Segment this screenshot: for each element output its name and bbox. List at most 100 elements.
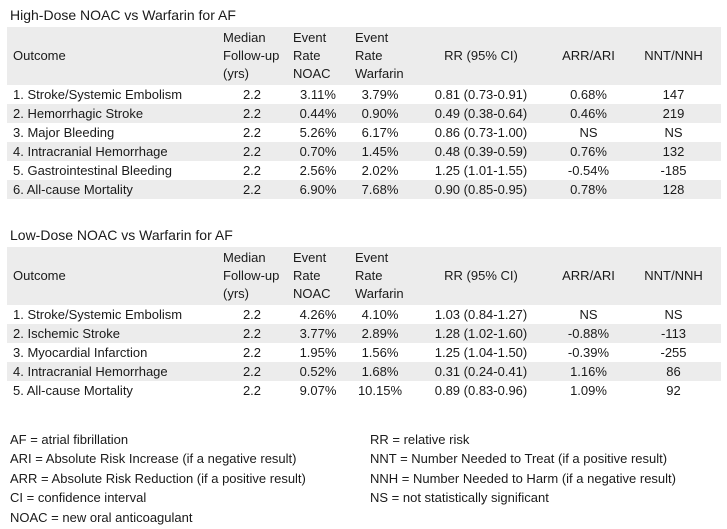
cell-nnt-nnh: 219: [626, 104, 721, 123]
cell-event-rate-noac: 9.07%: [299, 383, 337, 398]
cell-outcome: 3. Myocardial Infarction: [13, 345, 148, 360]
cell-rr-ci: 1.28 (1.02-1.60): [411, 324, 551, 343]
table-row: 6. All-cause Mortality 2.2 6.90% 7.68% 0…: [7, 180, 721, 199]
cell-nnt-nnh: -113: [626, 324, 721, 343]
cell-event-rate-noac: 0.44%: [287, 104, 349, 123]
column-header-arr-ari: ARR/ARI: [551, 27, 626, 85]
legend-item-ns: NS = not statistically significant: [370, 490, 549, 506]
low-dose-section: Low-Dose NOAC vs Warfarin for AF Outcome…: [7, 228, 721, 400]
table-row: 4. Intracranial Hemorrhage 2.2 0.70% 1.4…: [7, 142, 721, 161]
column-header-event-rate-warfarin: Event Rate Warfarin: [349, 247, 411, 305]
cell-median-followup: 2.2: [242, 345, 262, 360]
column-header-outcome: Outcome: [7, 27, 217, 85]
cell-nnt-nnh: 128: [626, 180, 721, 199]
cell-arr-ari: 1.16%: [551, 362, 626, 381]
legend-item-af: AF = atrial fibrillation: [10, 432, 129, 447]
cell-rr-ci: 1.03 (0.84-1.27): [434, 307, 528, 322]
cell-event-rate-noac: 1.95%: [299, 345, 337, 360]
cell-event-rate-warfarin: 3.79%: [361, 87, 399, 102]
cell-outcome: 5. Gastrointestinal Bleeding: [13, 163, 172, 178]
cell-arr-ari: 0.76%: [551, 142, 626, 161]
cell-event-rate-warfarin: 2.02%: [361, 163, 399, 178]
column-header-event-rate-warfarin: Event Rate Warfarin: [349, 27, 411, 85]
cell-median-followup: 2.2: [242, 383, 262, 398]
table-row: 4. Intracranial Hemorrhage 2.2 0.52% 1.6…: [7, 362, 721, 381]
cell-arr-ari: 0.46%: [551, 104, 626, 123]
column-header-outcome: Outcome: [7, 247, 217, 305]
cell-rr-ci: 0.89 (0.83-0.96): [434, 383, 528, 398]
column-header-rr-ci: RR (95% CI): [411, 27, 551, 85]
cell-outcome: 2. Hemorrhagic Stroke: [7, 104, 217, 123]
cell-rr-ci: 0.49 (0.38-0.64): [411, 104, 551, 123]
column-header-arr-ari: ARR/ARI: [551, 247, 626, 305]
column-header-event-rate-noac: Event Rate NOAC: [287, 27, 349, 85]
cell-median-followup: 2.2: [242, 125, 262, 140]
cell-nnt-nnh: -185: [660, 163, 687, 178]
table-row: 3. Myocardial Infarction 2.2 1.95% 1.56%…: [7, 343, 721, 362]
cell-rr-ci: 0.90 (0.85-0.95): [411, 180, 551, 199]
cell-nnt-nnh: NS: [664, 307, 683, 322]
cell-arr-ari: NS: [579, 307, 598, 322]
cell-event-rate-warfarin: 10.15%: [357, 383, 403, 398]
cell-nnt-nnh: 92: [666, 383, 681, 398]
column-header-rr-ci: RR (95% CI): [411, 247, 551, 305]
cell-outcome: 2. Ischemic Stroke: [7, 324, 217, 343]
cell-arr-ari: 1.09%: [570, 383, 607, 398]
cell-event-rate-noac: 0.52%: [287, 362, 349, 381]
abbreviation-legend: AF = atrial fibrillation ARI = Absolute …: [7, 430, 721, 527]
legend-item-ari: ARI = Absolute Risk Increase (if a negat…: [10, 451, 297, 467]
cell-event-rate-noac: 6.90%: [287, 180, 349, 199]
legend-left-column: AF = atrial fibrillation ARI = Absolute …: [10, 430, 370, 527]
cell-event-rate-warfarin: 6.17%: [361, 125, 399, 140]
table-row: 3. Major Bleeding 2.2 5.26% 6.17% 0.86 (…: [7, 123, 721, 142]
column-header-event-rate-noac: Event Rate NOAC: [287, 247, 349, 305]
cell-arr-ari: -0.54%: [567, 163, 610, 178]
legend-item-nnh: NNH = Number Needed to Harm (if a negati…: [370, 470, 676, 486]
cell-arr-ari: -0.39%: [567, 345, 610, 360]
legend-item-noac: NOAC = new oral anticoagulant: [10, 509, 193, 525]
cell-event-rate-warfarin: 7.68%: [349, 180, 411, 199]
cell-median-followup: 2.2: [217, 142, 287, 161]
column-header-median-followup: Median Follow-up (yrs): [217, 247, 287, 305]
cell-nnt-nnh: 132: [626, 142, 721, 161]
cell-rr-ci: 1.25 (1.01-1.55): [434, 163, 528, 178]
cell-nnt-nnh: -255: [660, 345, 687, 360]
cell-median-followup: 2.2: [242, 307, 262, 322]
cell-rr-ci: 0.86 (0.73-1.00): [434, 125, 528, 140]
cell-nnt-nnh: 147: [662, 87, 685, 102]
legend-item-ci: CI = confidence interval: [10, 490, 147, 506]
table-header-row: Outcome Median Follow-up (yrs) Event Rat…: [7, 247, 721, 305]
cell-nnt-nnh: 86: [626, 362, 721, 381]
cell-event-rate-warfarin: 1.68%: [349, 362, 411, 381]
cell-event-rate-warfarin: 1.56%: [361, 345, 399, 360]
table-row: 1. Stroke/Systemic Embolism 2.2 4.26% 4.…: [7, 305, 721, 324]
table-row: 2. Ischemic Stroke 2.2 3.77% 2.89% 1.28 …: [7, 324, 721, 343]
cell-event-rate-noac: 4.26%: [299, 307, 337, 322]
table-row: 5. All-cause Mortality 2.2 9.07% 10.15% …: [7, 381, 721, 400]
cell-arr-ari: 0.78%: [551, 180, 626, 199]
cell-rr-ci: 1.25 (1.04-1.50): [434, 345, 528, 360]
high-dose-title: High-Dose NOAC vs Warfarin for AF: [10, 7, 236, 23]
cell-event-rate-noac: 3.11%: [300, 87, 336, 102]
cell-median-followup: 2.2: [217, 180, 287, 199]
legend-item-arr: ARR = Absolute Risk Reduction (if a posi…: [10, 470, 306, 486]
cell-rr-ci: 0.81 (0.73-0.91): [434, 87, 528, 102]
cell-event-rate-noac: 5.26%: [299, 125, 337, 140]
cell-median-followup: 2.2: [217, 104, 287, 123]
column-header-nnt-nnh: NNT/NNH: [626, 247, 721, 305]
cell-nnt-nnh: NS: [664, 125, 683, 140]
cell-rr-ci: 0.31 (0.24-0.41): [411, 362, 551, 381]
cell-arr-ari: 0.68%: [570, 87, 607, 102]
cell-event-rate-noac: 2.56%: [299, 163, 337, 178]
cell-outcome: 1. Stroke/Systemic Embolism: [13, 87, 183, 102]
high-dose-table: Outcome Median Follow-up (yrs) Event Rat…: [7, 27, 721, 199]
cell-event-rate-noac: 3.77%: [287, 324, 349, 343]
cell-outcome: 5. All-cause Mortality: [13, 383, 133, 398]
table-header-row: Outcome Median Follow-up (yrs) Event Rat…: [7, 27, 721, 85]
cell-rr-ci: 0.48 (0.39-0.59): [411, 142, 551, 161]
cell-arr-ari: NS: [579, 125, 598, 140]
cell-outcome: 4. Intracranial Hemorrhage: [7, 142, 217, 161]
high-dose-section: High-Dose NOAC vs Warfarin for AF Outcom…: [7, 8, 721, 199]
cell-event-rate-noac: 0.70%: [287, 142, 349, 161]
